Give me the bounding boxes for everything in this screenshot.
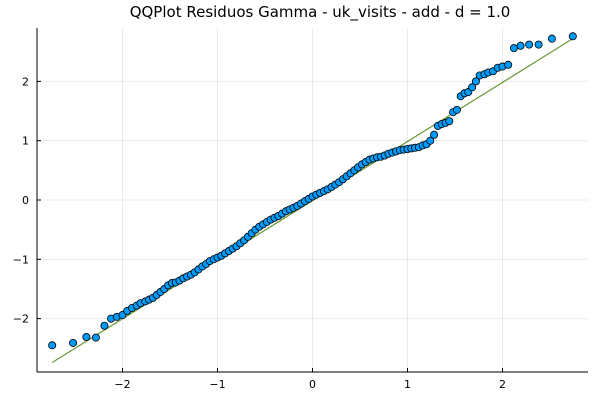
data-point bbox=[69, 338, 78, 347]
x-tick-label: 0 bbox=[309, 378, 316, 391]
x-tick-label: 2 bbox=[499, 378, 506, 391]
data-point bbox=[430, 130, 439, 139]
data-point bbox=[426, 136, 435, 145]
data-point bbox=[534, 40, 543, 49]
grid-lines bbox=[37, 28, 588, 372]
x-tick-label: 1 bbox=[404, 378, 411, 391]
data-point bbox=[82, 333, 91, 342]
data-point bbox=[504, 60, 513, 69]
data-point bbox=[48, 341, 57, 350]
data-points bbox=[48, 32, 577, 350]
data-point bbox=[468, 83, 477, 92]
data-point bbox=[509, 44, 518, 53]
y-tick-label: −1 bbox=[13, 253, 29, 266]
data-point bbox=[445, 117, 454, 126]
data-point bbox=[100, 321, 109, 330]
y-tick-label: 2 bbox=[22, 75, 29, 88]
data-point bbox=[525, 40, 534, 49]
x-tick-label: −1 bbox=[209, 378, 225, 391]
x-tick-label: −2 bbox=[114, 378, 130, 391]
data-point bbox=[91, 333, 100, 342]
y-tick-label: 0 bbox=[22, 194, 29, 207]
data-point bbox=[568, 32, 577, 41]
data-point bbox=[452, 105, 461, 114]
y-tick-label: 1 bbox=[22, 135, 29, 148]
data-point bbox=[516, 41, 525, 50]
chart-title: QQPlot Residuos Gamma - uk_visits - add … bbox=[130, 3, 511, 22]
y-tick-label: −2 bbox=[13, 313, 29, 326]
data-point bbox=[547, 34, 556, 43]
data-point bbox=[471, 77, 480, 86]
axes bbox=[36, 28, 588, 373]
tick-labels: −2 −1 0 1 2 −2 −1 0 1 2 bbox=[13, 75, 506, 391]
